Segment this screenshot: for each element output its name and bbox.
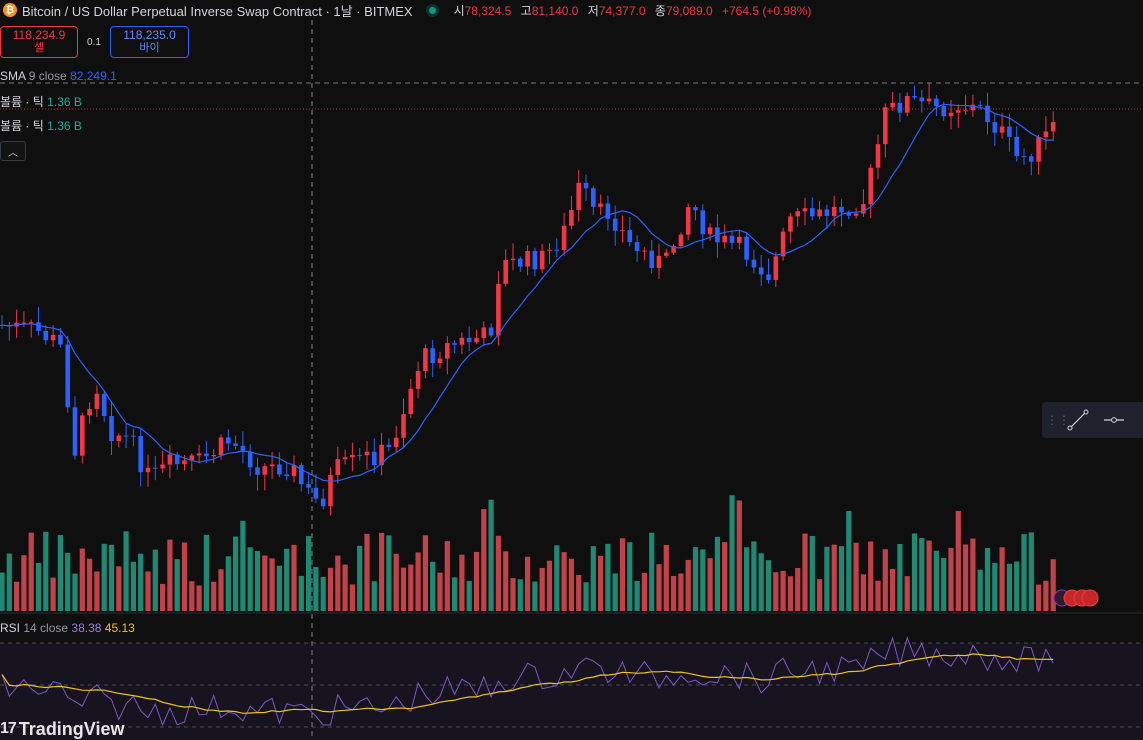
- sell-price: 118,234.9: [12, 28, 66, 42]
- candles-layer: [0, 83, 1056, 516]
- sell-label: 셀: [33, 42, 45, 54]
- sma-legend[interactable]: SMA 9 close 82,249.1: [0, 69, 117, 83]
- volume-name-1: 볼륨 · 틱: [0, 95, 44, 109]
- trend-line-button[interactable]: [1060, 402, 1096, 438]
- overlay-layer: [0, 20, 1143, 740]
- sell-button[interactable]: 118,234.9 셀: [0, 26, 78, 58]
- event-markers[interactable]: [1052, 588, 1100, 615]
- change-value: +764.5 (+0.98%): [722, 3, 812, 18]
- low-value: 74,377.0: [598, 3, 646, 18]
- spread-value: 0.1: [87, 37, 101, 48]
- close-value: 79,089.0: [665, 3, 713, 18]
- market-status-icon[interactable]: [428, 6, 436, 14]
- open-label: 시: [453, 3, 465, 18]
- tradingview-logo-text: TradingView: [18, 718, 125, 739]
- symbol-title[interactable]: Bitcoin / US Dollar Perpetual Inverse Sw…: [22, 3, 413, 19]
- open-value: 78,324.5: [464, 3, 512, 18]
- tradingview-logo: 17 TradingView: [0, 719, 125, 739]
- buy-button[interactable]: 118,235.0 바이: [110, 26, 189, 58]
- collapse-legend-button[interactable]: ︿: [0, 141, 26, 161]
- rsi-value: 38.38: [71, 621, 102, 635]
- rsi-name: RSI: [0, 621, 21, 635]
- sma-params: 9 close: [28, 69, 67, 83]
- volume-value-1: 1.36 B: [47, 95, 82, 109]
- volume-legend-2[interactable]: 볼륨 · 틱 1.36 B: [0, 117, 82, 134]
- us-flag-icon: [1081, 589, 1099, 607]
- volume-value-2: 1.36 B: [47, 119, 82, 133]
- horizontal-ray-button[interactable]: [1096, 402, 1132, 438]
- low-label: 저: [587, 3, 599, 18]
- tradingview-logo-icon: 17: [0, 720, 17, 737]
- drawing-toolbar[interactable]: ⋮⋮: [1042, 402, 1143, 438]
- chart-header: ₿ Bitcoin / US Dollar Perpetual Inverse …: [0, 0, 817, 20]
- rsi-ma-value: 45.13: [104, 621, 135, 635]
- trend-line-icon: [1067, 409, 1089, 431]
- rsi-params: 14 close: [23, 621, 69, 635]
- buy-label: 바이: [139, 42, 160, 54]
- chevron-up-icon: ︿: [8, 147, 18, 159]
- sma-name: SMA: [0, 69, 26, 83]
- volume-layer: [0, 495, 1056, 611]
- sma-value: 82,249.1: [70, 69, 117, 83]
- ohlc-values: 시78,324.5 고81,140.0 저74,377.0 종79,089.0 …: [454, 2, 818, 19]
- volume-legend-1[interactable]: 볼륨 · 틱 1.36 B: [0, 93, 82, 110]
- high-label: 고: [520, 3, 532, 18]
- buy-price: 118,235.0: [123, 28, 176, 42]
- horizontal-ray-icon: [1104, 417, 1124, 423]
- rsi-legend[interactable]: RSI 14 close 38.38 45.13: [0, 621, 135, 635]
- rsi-pane: [0, 612, 1143, 740]
- high-value: 81,140.0: [531, 3, 579, 18]
- volume-name-2: 볼륨 · 틱: [0, 119, 44, 133]
- close-label: 종: [654, 3, 666, 18]
- bitcoin-icon: ₿: [3, 3, 17, 17]
- drag-handle-icon[interactable]: ⋮⋮: [1046, 413, 1070, 427]
